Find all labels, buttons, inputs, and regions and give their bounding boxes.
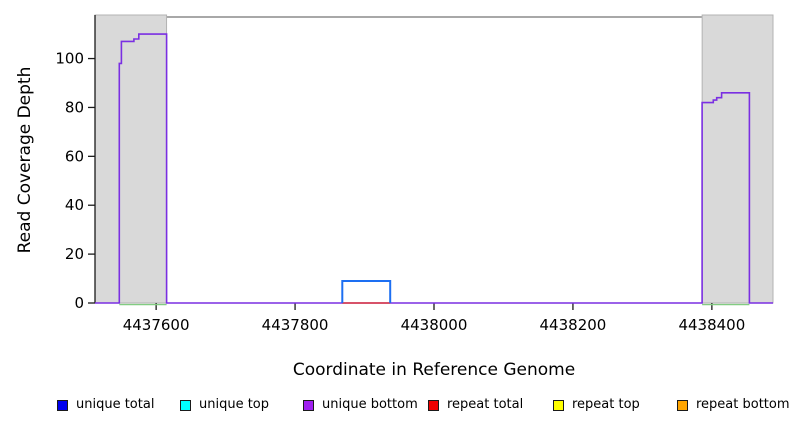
x-axis-title: Coordinate in Reference Genome <box>293 360 575 380</box>
y-tick-label: 20 <box>65 245 84 263</box>
legend-item-repeat-top: repeat top <box>553 397 640 413</box>
series-unique-bottom <box>95 33 773 304</box>
legend-label: repeat top <box>572 397 640 412</box>
legend-item-repeat-bottom: repeat bottom <box>677 397 790 413</box>
legend-label: unique top <box>199 397 270 412</box>
legend-label: unique total <box>76 397 155 412</box>
x-tick-label: 4438400 <box>678 316 745 334</box>
y-tick-label: 40 <box>65 196 84 214</box>
repeat-total-swatch-icon <box>428 399 439 411</box>
repeat-top-swatch-icon <box>553 399 564 411</box>
legend-item-repeat-total: repeat total <box>428 397 523 413</box>
unique-top-swatch-icon <box>180 399 191 411</box>
y-tick-label: 80 <box>65 98 84 116</box>
target-region-shade <box>94 14 168 304</box>
x-tick-label: 4437800 <box>262 316 329 334</box>
legend-item-unique-total: unique total <box>57 397 154 413</box>
target-region-shade <box>701 14 774 304</box>
y-tick-label: 60 <box>65 147 84 165</box>
legend-label: repeat total <box>447 397 524 412</box>
x-tick-label: 4438000 <box>401 316 468 334</box>
legend-label: repeat bottom <box>696 397 790 412</box>
series-unique-total <box>341 280 392 303</box>
unique-bottom-swatch-icon <box>303 399 314 411</box>
unique-total-swatch-icon <box>57 399 68 411</box>
legend-item-unique-top: unique top <box>180 397 269 413</box>
y-tick-label: 100 <box>55 50 84 68</box>
legend-item-unique-bottom: unique bottom <box>303 397 418 413</box>
y-axis-title: Read Coverage Depth <box>15 67 35 254</box>
plot-legend: unique total unique top unique bottom re… <box>0 397 792 417</box>
x-tick-label: 4437600 <box>123 316 190 334</box>
x-tick-label: 4438200 <box>540 316 607 334</box>
y-tick-label: 0 <box>74 294 84 312</box>
legend-label: unique bottom <box>322 397 418 412</box>
repeat-bottom-swatch-icon <box>677 399 688 411</box>
